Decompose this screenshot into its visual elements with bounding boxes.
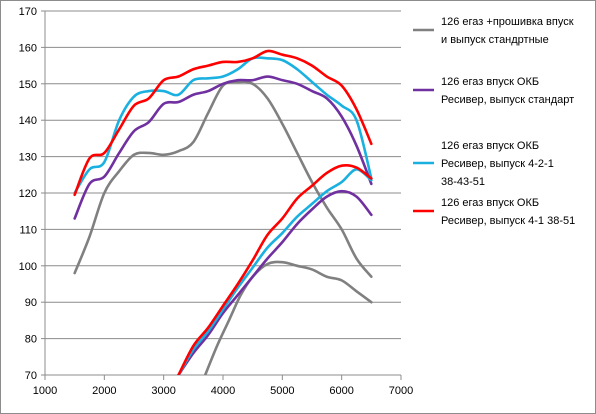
series-2-torque-line: [177, 168, 373, 375]
y-tick-label: 110: [19, 224, 37, 236]
legend-label-1-line-0: 126 егаз впуск ОКБ: [441, 76, 539, 88]
legend-label-1-line-1: Ресивер, выпуск стандарт: [441, 94, 574, 106]
y-tick-label: 170: [19, 6, 37, 18]
y-tick-label: 160: [19, 42, 37, 54]
series-3-torque-line: [177, 164, 373, 375]
y-tick-label: 130: [19, 152, 37, 164]
x-tick-label: 3000: [151, 385, 175, 397]
series-0-power-line: [73, 80, 373, 279]
series-0-torque-line: [203, 260, 373, 375]
axes: 70 80 90 100 110 120 130 140 150 160 170 1000 2000 30…: [19, 6, 414, 397]
x-tick-label: 5000: [270, 385, 294, 397]
legend-label-2-line-2: 38-43-51: [441, 176, 485, 188]
x-tick-label: 7000: [389, 385, 413, 397]
x-tick-label: 2000: [92, 385, 116, 397]
legend-label-3-line-0: 126 егаз впуск ОКБ: [441, 197, 539, 209]
y-tick-label: 80: [25, 334, 37, 346]
y-tick-label: 100: [19, 261, 37, 273]
x-tick-label: 6000: [329, 385, 353, 397]
series-2-power-line: [73, 56, 373, 195]
legend-label-2-line-1: Ресивер, выпуск 4-2-1: [441, 158, 554, 170]
legend-label-0-line-1: и выпуск стандртные: [441, 34, 549, 46]
legend: 126 егаз +прошивка впуск и выпуск стандрт…: [413, 16, 575, 227]
y-tick-label: 140: [19, 115, 37, 127]
series-lines: [73, 49, 373, 375]
series-3-power-line: [73, 49, 373, 197]
x-tick-label: 1000: [33, 385, 57, 397]
legend-label-0-line-0: 126 егаз +прошивка впуск: [441, 16, 574, 28]
y-tick-label: 70: [25, 370, 37, 382]
legend-label-3-line-1: Ресивер, выпуск 4-1 38-51: [441, 215, 575, 227]
y-tick-label: 90: [25, 297, 37, 309]
legend-label-2-line-0: 126 егаз впуск ОКБ: [441, 140, 539, 152]
series-1-power-line: [73, 75, 373, 220]
x-tick-label: 4000: [211, 385, 235, 397]
y-tick-label: 120: [19, 188, 37, 200]
series-1-torque-line: [177, 189, 373, 375]
y-tick-label: 150: [19, 79, 37, 91]
